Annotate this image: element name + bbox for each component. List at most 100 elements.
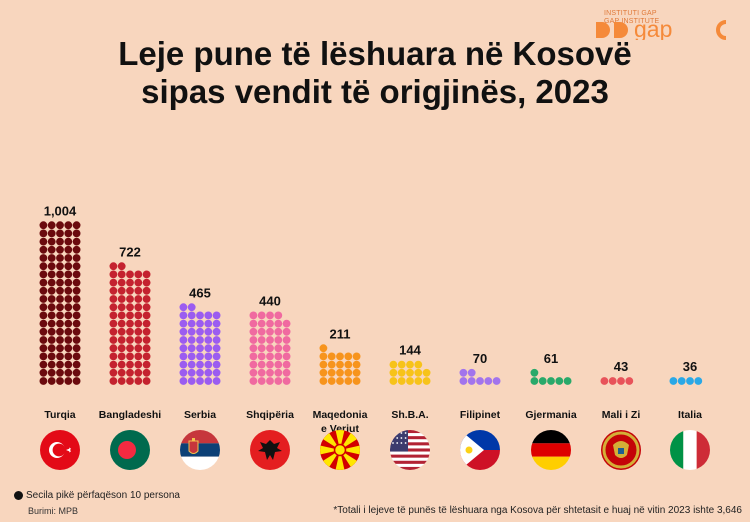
dot (249, 344, 258, 353)
dot (249, 352, 258, 361)
dot (187, 311, 196, 320)
flag-part (618, 448, 624, 454)
dot (47, 286, 56, 295)
value-label: 722 (119, 244, 141, 259)
dot (56, 336, 64, 344)
dot (530, 377, 539, 385)
dot (72, 295, 81, 303)
dot (39, 319, 48, 328)
dot (212, 319, 221, 328)
dot (109, 327, 118, 336)
flag-part (390, 445, 430, 449)
dot (64, 352, 73, 361)
dot (64, 286, 73, 295)
dot (56, 262, 64, 271)
dot (484, 377, 493, 385)
dot (109, 368, 118, 377)
dot (336, 377, 344, 385)
dot (266, 368, 274, 377)
dot (319, 377, 328, 385)
dot (39, 221, 48, 230)
flag-part (531, 430, 571, 444)
dot (344, 377, 353, 385)
dot (117, 278, 126, 287)
dot (397, 377, 406, 385)
dot (109, 319, 118, 328)
dot (274, 360, 283, 369)
flag-part (696, 430, 710, 470)
dot (126, 368, 134, 377)
dot (196, 311, 204, 320)
dot (538, 377, 547, 385)
gap-institute-logo: INSTITUTI GAP GAP INSTITUTE gap (594, 10, 744, 40)
dot (72, 303, 81, 312)
dot (56, 377, 64, 385)
category-label: Maqedonia (313, 409, 368, 421)
dot (39, 303, 48, 312)
bar-6 (459, 368, 501, 385)
dot (266, 311, 274, 320)
dot (72, 327, 81, 336)
dot (117, 286, 126, 295)
dot (47, 311, 56, 320)
dot (117, 311, 126, 320)
dot (56, 270, 64, 279)
dot (142, 270, 151, 279)
dot (142, 327, 151, 336)
legend-dot-icon (14, 491, 23, 500)
dot (204, 327, 213, 336)
serbia-flag-icon (180, 430, 220, 470)
dot (282, 377, 291, 385)
flag-part (320, 443, 340, 457)
dot (39, 237, 48, 246)
dot (282, 352, 291, 361)
bar-1 (109, 262, 151, 385)
flag-part (333, 450, 347, 470)
dot (56, 352, 64, 361)
dot (179, 303, 188, 312)
dot (64, 245, 73, 254)
dot (555, 377, 564, 385)
dot (266, 336, 274, 344)
dot (327, 352, 336, 361)
dot (47, 377, 56, 385)
dot (126, 327, 134, 336)
flag-part (390, 466, 430, 470)
dot (282, 319, 291, 328)
dot (476, 377, 484, 385)
dot (249, 368, 258, 377)
dot (669, 377, 678, 385)
bangladesh-flag-icon (110, 430, 150, 470)
dot (196, 352, 204, 361)
dot (257, 368, 266, 377)
dot (126, 336, 134, 344)
dot (134, 352, 143, 361)
dot (72, 286, 81, 295)
dot (47, 278, 56, 287)
dot (142, 360, 151, 369)
dot (117, 336, 126, 344)
category-label: Gjermania (525, 409, 577, 421)
dot (56, 286, 64, 295)
flag-part (390, 463, 430, 468)
dot (109, 377, 118, 385)
dot (56, 311, 64, 320)
category-label: e Veriut (321, 423, 359, 435)
chart-title: Leje pune të lëshuara në Kosovë sipas ve… (0, 35, 750, 111)
flag-part (390, 454, 430, 458)
dot (187, 368, 196, 377)
dot (47, 319, 56, 328)
dot (397, 368, 406, 377)
dot (56, 319, 64, 328)
category-label: Bangladeshi (99, 409, 162, 421)
flag-part (390, 436, 430, 440)
dot (352, 360, 361, 369)
dot (134, 303, 143, 312)
dot (694, 377, 703, 385)
dot (257, 319, 266, 328)
dot (352, 368, 361, 377)
value-label: 61 (544, 351, 558, 366)
dot (126, 319, 134, 328)
dot (39, 254, 48, 262)
dot (563, 377, 572, 385)
